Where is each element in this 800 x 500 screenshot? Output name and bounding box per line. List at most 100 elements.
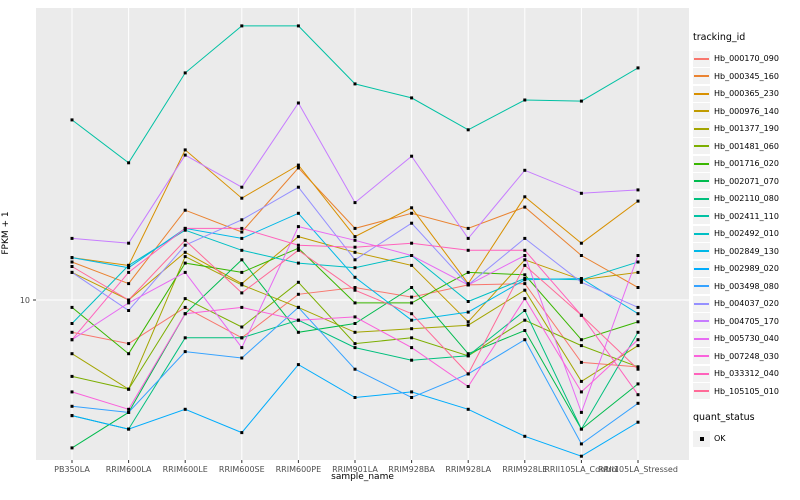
color-line-swatch-icon: [694, 110, 709, 113]
legend-item-Hb_001716_020: Hb_001716_020: [693, 155, 799, 173]
legend-label: Hb_005730_040: [714, 334, 779, 344]
legend-key-icon: [693, 348, 710, 365]
x-tick-label: RRIM600LE: [163, 465, 208, 474]
legend-label: Hb_002110_080: [714, 194, 779, 204]
legend-item-Hb_000170_090: Hb_000170_090: [693, 50, 799, 68]
color-line-swatch-icon: [694, 180, 709, 183]
legend-entries: Hb_000170_090 Hb_000345_160 Hb_000365_230 H…: [693, 50, 799, 400]
legend-label: Hb_001377_190: [714, 124, 779, 134]
color-line-swatch-icon: [694, 355, 709, 358]
legend-label: Hb_105105_010: [714, 386, 779, 396]
legend-key-icon: [693, 313, 710, 330]
legend-label: Hb_001716_020: [714, 159, 779, 169]
y-axis-title: FPKM + 1: [1, 211, 11, 255]
legend-label: Hb_002071_070: [714, 176, 779, 186]
color-line-swatch-icon: [694, 390, 709, 393]
x-tick-label: RRIM928LA: [445, 465, 491, 474]
legend-item-Hb_004705_170: Hb_004705_170: [693, 313, 799, 331]
legend-item-Hb_002849_130: Hb_002849_130: [693, 243, 799, 261]
legend-section-quant-status: quant_status OK: [693, 412, 799, 448]
legend-title-quant-status: quant_status: [693, 412, 755, 423]
x-tick-label: PB350LA: [54, 465, 90, 474]
legend-item-Hb_105105_010: Hb_105105_010: [693, 383, 799, 401]
legend-key-icon: [693, 260, 710, 277]
legend-label: Hb_002411_110: [714, 211, 779, 221]
legend-item-Hb_001377_190: Hb_001377_190: [693, 120, 799, 138]
y-tick-labels: 10: [20, 296, 30, 305]
legend-label: Hb_000170_090: [714, 54, 779, 64]
color-line-swatch-icon: [694, 162, 709, 165]
x-tick-labels: PB350LA RRIM600LA RRIM600LE RRIM600SE RRIM60…: [54, 465, 678, 474]
legend-label: Hb_033312_040: [714, 369, 779, 379]
legend-label: Hb_003498_080: [714, 281, 779, 291]
x-tick-label: RRIM928LE: [502, 465, 547, 474]
data-points: [70, 24, 640, 458]
y-tick-label: 10: [20, 296, 30, 305]
color-line-swatch-icon: [694, 250, 709, 253]
color-line-swatch-icon: [694, 215, 709, 218]
x-tick-label: RRIM600LA: [106, 465, 152, 474]
legend-item-Hb_001481_060: Hb_001481_060: [693, 138, 799, 156]
color-line-swatch-icon: [694, 75, 709, 78]
x-tick-label: RRII105LA_Control: [544, 465, 618, 474]
legend-item-Hb_002989_020: Hb_002989_020: [693, 260, 799, 278]
legend-key-icon: [693, 155, 710, 172]
x-tick-label: RRIM600SE: [219, 465, 265, 474]
legend-item-Hb_000365_230: Hb_000365_230: [693, 85, 799, 103]
x-axis-title: sample_name: [331, 472, 394, 482]
legend-item-Hb_002411_110: Hb_002411_110: [693, 208, 799, 226]
legend-key-icon: [693, 208, 710, 225]
color-line-swatch-icon: [694, 302, 709, 305]
axis-ticks: [33, 299, 639, 463]
color-line-swatch-icon: [694, 285, 709, 288]
legend-key-icon: [693, 138, 710, 155]
legend-key-icon: [693, 190, 710, 207]
color-line-swatch-icon: [694, 320, 709, 323]
black-square-marker-icon: [699, 436, 704, 441]
color-line-swatch-icon: [694, 92, 709, 95]
x-tick-label: RRII105LA_Stressed: [598, 465, 678, 474]
color-line-swatch-icon: [694, 267, 709, 270]
legend-label: Hb_004705_170: [714, 316, 779, 326]
legend-key-icon: [693, 50, 710, 67]
legend-key-icon: [693, 173, 710, 190]
legend-label-ok: OK: [714, 434, 726, 444]
color-line-swatch-icon: [694, 372, 709, 375]
legend-item-Hb_007248_030: Hb_007248_030: [693, 348, 799, 366]
color-line-swatch-icon: [694, 197, 709, 200]
legend-key-icon: [693, 278, 710, 295]
legend-item-Hb_002110_080: Hb_002110_080: [693, 190, 799, 208]
legend-item-Hb_002492_010: Hb_002492_010: [693, 225, 799, 243]
color-line-swatch-icon: [694, 57, 709, 60]
legend-key-icon: [693, 383, 710, 400]
color-line-swatch-icon: [694, 337, 709, 340]
legend-key-icon: [693, 330, 710, 347]
legend-key-icon: [693, 85, 710, 102]
legend-item-Hb_003498_080: Hb_003498_080: [693, 278, 799, 296]
legend-label: Hb_001481_060: [714, 141, 779, 151]
legend-key-icon: [693, 103, 710, 120]
legend-label: Hb_000976_140: [714, 106, 779, 116]
legend-item-Hb_000976_140: Hb_000976_140: [693, 103, 799, 121]
color-line-swatch-icon: [694, 145, 709, 148]
legend-item-Hb_004037_020: Hb_004037_020: [693, 295, 799, 313]
legend-label: Hb_007248_030: [714, 351, 779, 361]
legend-item-Hb_005730_040: Hb_005730_040: [693, 330, 799, 348]
legend-key-icon: [693, 365, 710, 382]
x-tick-label: RRIM901LA: [332, 465, 378, 474]
color-line-swatch-icon: [694, 232, 709, 235]
legend-item-Hb_000345_160: Hb_000345_160: [693, 68, 799, 86]
legend-label: Hb_000365_230: [714, 89, 779, 99]
legend-item-ok: OK: [693, 430, 799, 448]
legend-label: Hb_000345_160: [714, 71, 779, 81]
color-line-swatch-icon: [694, 127, 709, 130]
legend-label: Hb_002492_010: [714, 229, 779, 239]
legend-label: Hb_002849_130: [714, 246, 779, 256]
legend-item-Hb_002071_070: Hb_002071_070: [693, 173, 799, 191]
legend-key-icon: [693, 225, 710, 242]
x-tick-label: RRIM600PE: [276, 465, 322, 474]
x-tick-label: RRIM928BA: [388, 465, 435, 474]
legend-key-icon: [693, 68, 710, 85]
legend-key-icon: [693, 120, 710, 137]
